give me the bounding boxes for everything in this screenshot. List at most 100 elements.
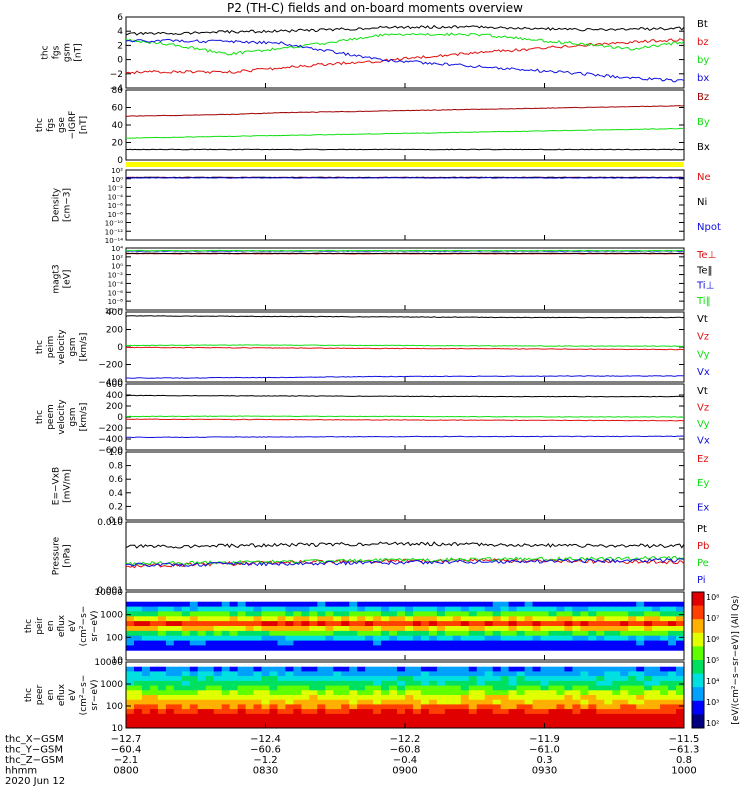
spectrogram-cell	[301, 718, 310, 724]
spectrogram-cell	[333, 611, 342, 617]
spectrogram-cell	[149, 723, 159, 729]
spectrogram-cell	[349, 709, 358, 715]
spectrogram-cell	[221, 621, 231, 627]
spectrogram-cell	[357, 606, 366, 612]
spectrogram-cell	[652, 616, 661, 622]
colorbar-tick-label: 10⁸	[706, 593, 719, 602]
spectrogram-cell	[213, 606, 223, 612]
spectrogram-cell	[357, 601, 366, 607]
spectrogram-cell	[484, 704, 494, 710]
spectrogram-cell	[476, 640, 486, 646]
spectrogram-cell	[620, 680, 629, 686]
spectrogram-cell	[436, 690, 446, 696]
spectrogram-cell	[652, 630, 661, 637]
spectrogram-cell	[341, 621, 350, 627]
spectrogram-cell	[580, 606, 589, 612]
spectrogram-cell	[572, 616, 581, 622]
spectrogram-cell	[261, 680, 270, 686]
spectrogram-cell	[620, 606, 629, 612]
spectrogram-cell	[420, 606, 430, 612]
spectrogram-cell	[205, 680, 215, 686]
spectrogram-cell	[500, 666, 510, 672]
spectrogram-cell	[604, 635, 613, 641]
spectrogram-cell	[381, 611, 390, 617]
spectrogram-cell	[604, 676, 613, 682]
spectrogram-cell	[397, 626, 406, 632]
spectrogram-cell	[134, 630, 143, 637]
spectrogram-cell	[197, 645, 207, 651]
spectrogram-cell	[397, 645, 406, 651]
spectrogram-cell	[540, 645, 549, 651]
spectrogram-cell	[556, 680, 565, 686]
spectrogram-cell	[365, 709, 374, 715]
spectrogram-cell	[540, 695, 549, 701]
spectrogram-cell	[540, 606, 549, 612]
y-axis-label: peim	[46, 336, 56, 359]
spectrogram-cell	[317, 718, 326, 724]
spectrogram-cell	[189, 621, 199, 627]
spectrogram-cell	[134, 709, 143, 715]
panel-frame	[125, 521, 685, 591]
spectrogram-cell	[580, 676, 589, 682]
spectrogram-cell	[436, 611, 446, 617]
spectrogram-cell	[556, 601, 565, 607]
spectrogram-cell	[564, 695, 573, 701]
spectrogram-cell	[269, 718, 278, 724]
spectrogram-cell	[508, 601, 517, 607]
spectrogram-cell	[652, 611, 661, 617]
spectrogram-cell	[309, 704, 318, 710]
spectrogram-cell	[189, 690, 199, 696]
spectrogram-cell	[253, 645, 262, 651]
spectrogram-cell	[596, 640, 605, 646]
legend-label: Vx	[697, 435, 710, 446]
spectrogram-cell	[229, 699, 238, 705]
spectrogram-cell	[173, 671, 183, 677]
spectrogram-cell	[261, 671, 270, 677]
spectrogram-cell	[317, 611, 326, 617]
spectrogram-cell	[564, 680, 573, 686]
spectrogram-cell	[644, 723, 653, 729]
spectrogram-cell	[604, 704, 613, 710]
panel-frame	[125, 169, 685, 241]
y-axis-label: velocity	[57, 329, 67, 365]
spectrogram-cell	[165, 611, 175, 617]
spectrogram-cell	[676, 680, 685, 686]
spectrogram-cell	[540, 630, 549, 637]
spectrogram-cell	[397, 671, 406, 677]
spectrogram-cell	[532, 713, 541, 719]
spectrogram-cell	[604, 640, 613, 646]
spectrogram-cell	[253, 699, 262, 705]
spectrogram-cell	[157, 621, 167, 627]
spectrogram-cell	[405, 606, 414, 612]
spectrogram-cell	[580, 645, 589, 651]
spectrogram-cell	[644, 606, 653, 612]
spectrogram-cell	[660, 690, 669, 696]
series-line-bz	[125, 38, 685, 75]
spectrogram-cell	[365, 723, 374, 729]
spectrogram-cell	[628, 640, 637, 646]
spectrogram-cell	[436, 671, 446, 677]
colorbar-tick-label: 10⁴	[706, 677, 719, 686]
legend-label: by	[697, 55, 709, 66]
colorbar-segment	[692, 687, 704, 702]
spectrogram-cell	[444, 601, 454, 607]
spectrogram-cell	[205, 606, 215, 612]
spectrogram-cell	[524, 616, 533, 622]
spectrogram-cell	[309, 709, 318, 715]
y-tick-label: 10⁻¹⁴	[105, 237, 123, 245]
y-axis-label: [eV]	[63, 270, 73, 289]
spectrogram-cell	[652, 704, 661, 710]
spectrogram-cell	[181, 680, 191, 686]
spectrogram-cell	[141, 626, 151, 632]
spectrogram-cell	[213, 635, 223, 641]
spectrogram-cell	[245, 690, 254, 696]
spectrogram-cell	[484, 640, 494, 646]
spectrogram-cell	[126, 630, 135, 637]
spectrogram-cell	[237, 621, 246, 627]
spectrogram-cell	[476, 635, 486, 641]
spectrogram-cell	[556, 645, 565, 651]
spectrogram-cell	[349, 676, 358, 682]
spectrogram-cell	[205, 645, 215, 651]
spectrogram-cell	[213, 626, 223, 632]
